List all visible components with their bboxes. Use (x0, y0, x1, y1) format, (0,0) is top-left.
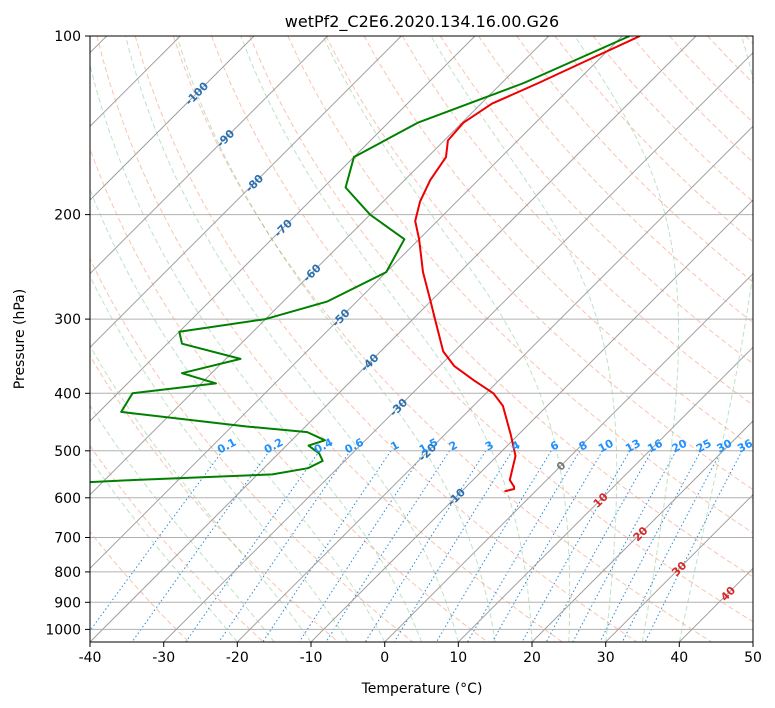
mixing-ratio-line (572, 450, 677, 642)
y-tick-label: 1000 (45, 622, 81, 638)
mixing-ratio-label: 36 (735, 437, 755, 456)
x-tick-label: -30 (152, 650, 175, 666)
x-tick-label: 20 (523, 650, 541, 666)
dry-adiabat-line (90, 257, 414, 642)
isotherm-line (457, 346, 753, 642)
moist-adiabat-line (322, 36, 571, 642)
plot-frame (89, 35, 754, 643)
mixing-ratio-label: 25 (694, 437, 714, 456)
mixing-ratio-line (393, 450, 513, 642)
mixing-ratio-label: 30 (715, 437, 735, 456)
pressure-gridlines (90, 36, 753, 630)
mixing-ratio-line (131, 450, 271, 642)
mixing-ratio-line (185, 450, 321, 642)
moist-adiabat-line (90, 404, 275, 642)
skewed-isotherms (90, 36, 753, 642)
moist-adiabat-line (678, 36, 753, 642)
dry-adiabat-line (325, 36, 753, 491)
x-tick-label: -10 (300, 650, 323, 666)
y-tick-label: 100 (54, 29, 81, 45)
y-tick-label: 600 (54, 491, 81, 507)
x-tick-label: 30 (597, 650, 615, 666)
x-tick-label: 50 (744, 650, 762, 666)
x-axis-ticks: -40 -30 -20 -10 0 10 20 30 40 50 (79, 642, 762, 666)
y-axis-label: Pressure (hPa) (12, 289, 28, 389)
y-tick-label: 400 (54, 386, 81, 402)
moist-adiabat-line (176, 36, 496, 642)
temperature-profile-line (414, 36, 641, 493)
dry-adiabat-line (287, 36, 753, 534)
moist-adiabat-line (90, 188, 386, 642)
y-axis-ticks: 100 200 300 400 500 600 700 800 900 1000 (45, 29, 90, 638)
isotherm-line (384, 272, 753, 642)
x-tick-label: -40 (79, 650, 102, 666)
isotherm-line (90, 36, 402, 349)
profile-series (90, 36, 641, 493)
mixing-ratio-label: 16 (645, 437, 665, 456)
plot-area (90, 36, 753, 642)
isotherm-line (310, 199, 753, 642)
isotherm-line (90, 36, 697, 642)
y-tick-label: 200 (54, 208, 81, 224)
y-tick-label: 800 (54, 565, 81, 581)
isotherm-line (531, 420, 753, 642)
moist-adiabat-line (574, 36, 679, 642)
mixing-ratio-line (262, 450, 392, 642)
mixing-ratio-line (599, 450, 702, 642)
moist-adiabat-line (430, 36, 618, 642)
mixing-ratio-line (298, 450, 426, 642)
isotherm-line (90, 36, 476, 422)
y-tick-label: 300 (54, 312, 81, 328)
isotherm-line (90, 36, 329, 275)
x-tick-label: -20 (226, 650, 249, 666)
x-tick-label: 40 (670, 650, 688, 666)
moist-adiabat-line (240, 36, 533, 642)
y-tick-label: 700 (54, 531, 81, 547)
dry-adiabat-line (90, 147, 489, 642)
moist-adiabat-line (90, 457, 238, 642)
isotherm-line (90, 36, 623, 570)
chart-title: wetPf2_C2E6.2020.134.16.00.G26 (285, 12, 559, 32)
mixing-ratio-label: 20 (670, 437, 690, 456)
y-tick-label: 500 (54, 444, 81, 460)
dry-adiabat-line (134, 36, 638, 642)
x-axis-label: Temperature (°C) (361, 681, 483, 697)
moist-adiabat-line (90, 275, 349, 642)
mixing-ratio-label: 10 (596, 437, 616, 456)
isotherm-line (90, 36, 550, 496)
x-tick-label: 10 (449, 650, 467, 666)
isotherm-line (163, 51, 753, 642)
dry-adiabat-line (249, 36, 753, 578)
y-tick-label: 900 (54, 595, 81, 611)
isotherm-line (605, 493, 753, 642)
dewpoint-profile-line (90, 36, 631, 484)
moist-adiabat-line (125, 36, 459, 642)
isotherm-line (90, 36, 255, 201)
isotherm-line (236, 125, 753, 642)
mixing-ratio-label: 13 (623, 437, 643, 456)
x-tick-label: 0 (380, 650, 389, 666)
mixing-ratio-line (325, 450, 451, 642)
